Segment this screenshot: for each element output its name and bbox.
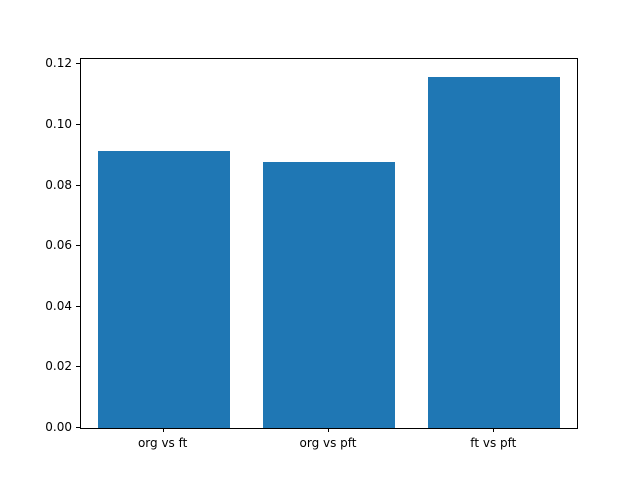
x-tick-label-org-vs-ft: org vs ft [137, 436, 188, 450]
y-tick-label: 0.12 [45, 56, 72, 71]
y-tick-label: 0.10 [45, 117, 72, 132]
x-tick-label-ft-vs-pft: ft vs pft [470, 436, 517, 450]
x-tick-mark [493, 428, 495, 432]
y-tick-mark [76, 305, 80, 307]
x-tick-mark [328, 428, 329, 432]
bar-org-vs-pft [262, 162, 396, 428]
y-tick-mark [76, 63, 80, 65]
y-tick-label: 0.02 [45, 359, 72, 374]
x-tick-mark [162, 428, 164, 432]
y-tick-mark [76, 245, 80, 247]
y-tick-label: 0.06 [45, 238, 72, 253]
y-tick-mark [76, 124, 80, 126]
y-tick-mark [76, 427, 80, 428]
plot-area [80, 58, 578, 429]
bar-ft-vs-pft [428, 76, 561, 428]
y-tick-mark [76, 366, 80, 368]
y-tick-label: 0.08 [45, 177, 72, 192]
x-tick-label-org-vs-pft: org vs pft [299, 436, 357, 450]
bar-org-vs-ft [97, 150, 230, 428]
y-tick-label: 0.00 [45, 420, 72, 434]
y-tick-label: 0.04 [45, 298, 72, 313]
y-tick-mark [76, 184, 80, 186]
